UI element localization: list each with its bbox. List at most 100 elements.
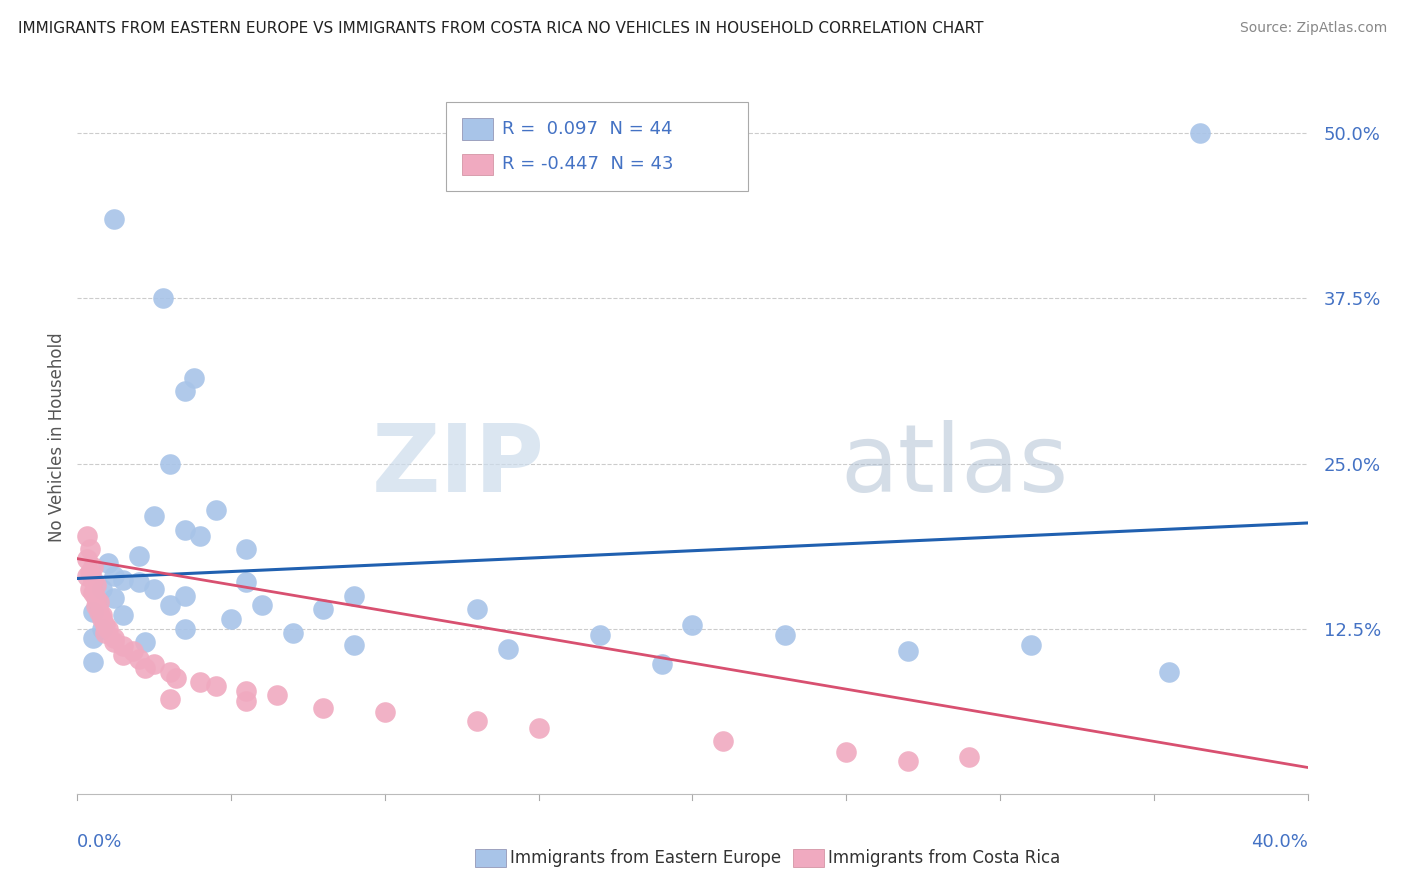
Point <box>76 529 98 543</box>
Point <box>84 599 107 614</box>
Point <box>128 575 150 590</box>
Point <box>84 578 107 592</box>
Point <box>87 595 110 609</box>
Text: Immigrants from Costa Rica: Immigrants from Costa Rica <box>828 849 1060 867</box>
Point <box>82 655 104 669</box>
Text: R = -0.447  N = 43: R = -0.447 N = 43 <box>502 155 673 173</box>
Point <box>1159 665 1181 680</box>
Point <box>1019 638 1042 652</box>
Point <box>165 671 187 685</box>
Point <box>121 644 143 658</box>
Text: 0.0%: 0.0% <box>77 833 122 851</box>
Point <box>250 598 273 612</box>
Point <box>82 586 104 600</box>
Point <box>159 457 181 471</box>
Text: Source: ZipAtlas.com: Source: ZipAtlas.com <box>1240 21 1388 36</box>
Point <box>143 582 166 596</box>
Point <box>152 291 174 305</box>
Point <box>112 639 135 653</box>
Point <box>143 657 166 672</box>
Point <box>82 631 104 645</box>
Point <box>235 694 257 708</box>
Point <box>183 370 205 384</box>
Point <box>711 734 734 748</box>
Point <box>143 509 166 524</box>
Point <box>651 657 673 672</box>
Text: IMMIGRANTS FROM EASTERN EUROPE VS IMMIGRANTS FROM COSTA RICA NO VEHICLES IN HOUS: IMMIGRANTS FROM EASTERN EUROPE VS IMMIGR… <box>18 21 984 37</box>
Point <box>82 559 104 574</box>
Point <box>465 714 488 729</box>
FancyBboxPatch shape <box>447 102 748 191</box>
Point <box>103 212 125 227</box>
Point <box>159 665 181 680</box>
Point <box>128 652 150 666</box>
Point <box>266 688 288 702</box>
Point <box>174 622 197 636</box>
Point <box>235 542 257 557</box>
Point <box>374 705 396 719</box>
Point <box>94 625 117 640</box>
Point <box>76 569 98 583</box>
Point <box>174 589 197 603</box>
Point <box>82 573 104 587</box>
Text: R =  0.097  N = 44: R = 0.097 N = 44 <box>502 120 672 137</box>
Point <box>281 625 304 640</box>
Point <box>188 674 212 689</box>
Point <box>174 384 197 398</box>
Point <box>312 602 335 616</box>
Point <box>496 641 519 656</box>
Point <box>897 644 920 658</box>
Text: 40.0%: 40.0% <box>1251 833 1308 851</box>
Point <box>134 635 156 649</box>
Point <box>90 622 114 636</box>
Point <box>343 638 366 652</box>
Point <box>112 573 135 587</box>
Point <box>103 635 125 649</box>
Point <box>103 591 125 606</box>
Text: Immigrants from Eastern Europe: Immigrants from Eastern Europe <box>510 849 782 867</box>
Point <box>103 631 125 645</box>
Point <box>76 551 98 566</box>
Point <box>897 754 920 768</box>
Point <box>97 622 120 636</box>
Point <box>159 691 181 706</box>
Point <box>465 602 488 616</box>
FancyBboxPatch shape <box>463 118 494 139</box>
Point <box>94 617 117 632</box>
FancyBboxPatch shape <box>463 153 494 175</box>
Point <box>343 589 366 603</box>
Point <box>112 648 135 662</box>
Text: ZIP: ZIP <box>373 419 546 512</box>
Point <box>188 529 212 543</box>
Point <box>219 612 242 626</box>
Point <box>835 745 858 759</box>
Point <box>589 628 612 642</box>
Point <box>112 608 135 623</box>
Point <box>134 661 156 675</box>
Point <box>527 721 550 735</box>
Point <box>79 582 101 596</box>
Point <box>174 523 197 537</box>
Point <box>773 628 796 642</box>
Point <box>79 565 101 579</box>
Point <box>84 591 107 606</box>
Point <box>159 598 181 612</box>
Text: atlas: atlas <box>841 419 1069 512</box>
Point <box>312 701 335 715</box>
Point <box>82 605 104 619</box>
Point <box>235 683 257 698</box>
Point <box>90 582 114 596</box>
Point <box>235 575 257 590</box>
Y-axis label: No Vehicles in Household: No Vehicles in Household <box>48 332 66 542</box>
Point <box>128 549 150 563</box>
Point <box>97 556 120 570</box>
Point <box>103 569 125 583</box>
Point <box>957 750 980 764</box>
Point <box>204 679 226 693</box>
Point <box>90 608 114 623</box>
Point <box>1188 126 1211 140</box>
Point <box>79 542 101 557</box>
Point <box>204 502 226 516</box>
Point <box>682 617 704 632</box>
Point <box>90 612 114 626</box>
